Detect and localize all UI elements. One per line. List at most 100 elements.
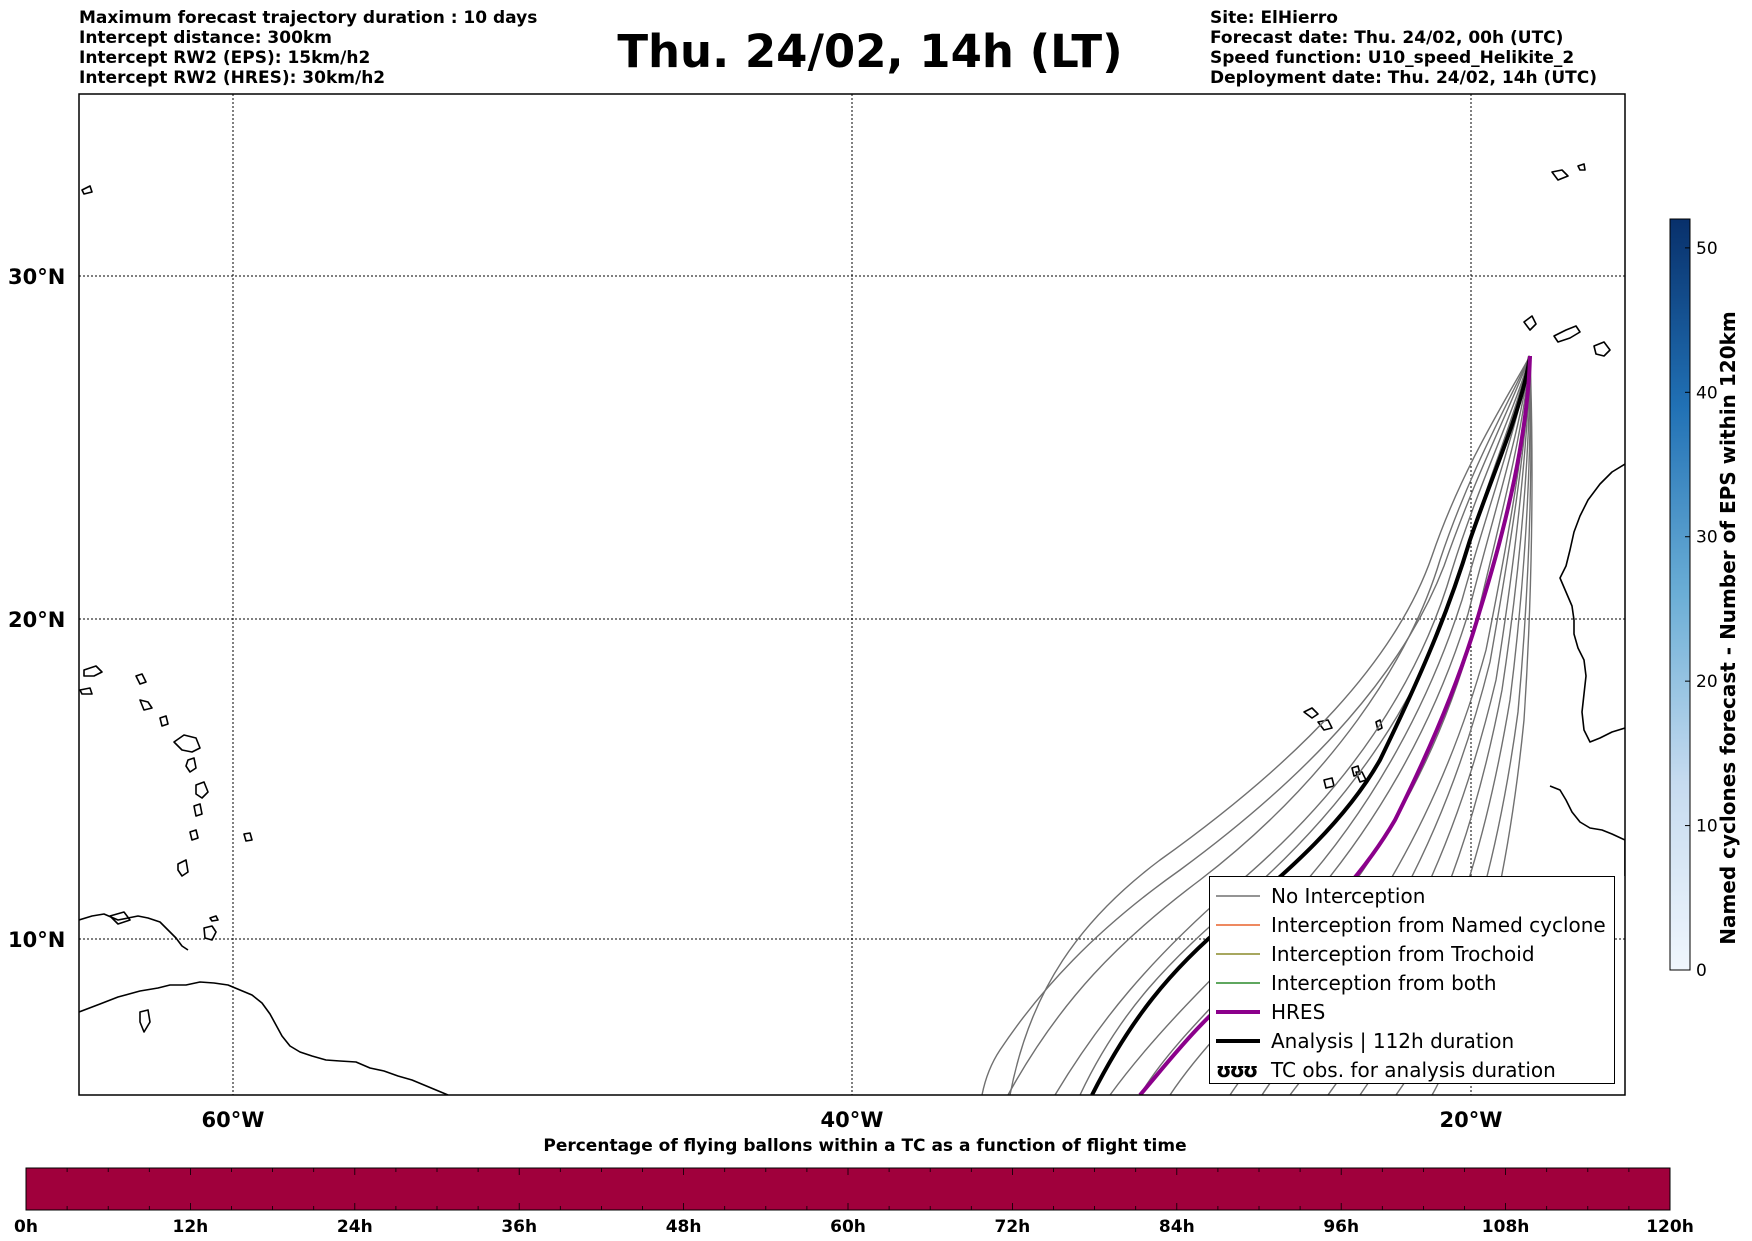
analysis-trajectory (1090, 355, 1532, 1095)
legend-swatch-orange (1216, 923, 1260, 926)
coast-island-small-b (79, 687, 93, 695)
eps-trajectory (1109, 355, 1531, 1095)
tc-obs-icon: ʊʊʊ (1216, 1057, 1258, 1082)
legend-label: Interception from Named cyclone (1271, 912, 1606, 937)
coast-lesser-antilles-1 (173, 734, 201, 753)
colorbar-right-tick-label: 20 (1696, 672, 1718, 692)
coast-island-small-h (81, 185, 93, 195)
lat-label-10n: 10°N (8, 928, 65, 952)
lon-label-40w: 40°W (821, 1108, 884, 1132)
coast-west-africa (1559, 463, 1625, 743)
map-frame (78, 93, 1626, 1096)
eps-trajectory (1009, 355, 1531, 1095)
coast-madeira (1551, 169, 1569, 181)
colorbar-bottom-tick-label: 108h (1482, 1217, 1530, 1237)
legend-item-tc-obs: ʊʊʊ TC obs. for analysis duration (1210, 1055, 1614, 1084)
colorbar-bottom-ticks: 0h 12h 24h 36h 48h 60h 72h 84h 96h 108h 120h (14, 1168, 1694, 1237)
colorbar-bottom: 0h 12h 24h 36h 48h 60h 72h 84h 96h 108h 120h (14, 1167, 1694, 1237)
legend-label: HRES (1271, 999, 1326, 1024)
coastlines (79, 163, 1625, 1095)
colorbar-bottom-tick-label: 24h (337, 1217, 373, 1237)
eps-trajectory (1054, 355, 1531, 1095)
eps-trajectory (1007, 355, 1531, 1095)
colorbar-right-tick-label: 40 (1696, 383, 1718, 403)
legend: No Interception Interception from Named … (1209, 876, 1615, 1084)
colorbar-right-tick-label: 10 (1696, 817, 1718, 837)
colorbar-bottom-tick-label: 72h (995, 1217, 1031, 1237)
info-intercept-eps: Intercept RW2 (EPS): 15km/h2 (79, 48, 371, 68)
coast-venezuela-gulf (79, 913, 189, 951)
coast-capeverde-3 (1375, 719, 1383, 731)
lon-label-60w: 60°W (202, 1108, 265, 1132)
colorbar-bottom-tick-label: 0h (14, 1217, 38, 1237)
figure-title: Thu. 24/02, 14h (LT) (617, 25, 1123, 78)
colorbar-right-tick-label: 50 (1696, 239, 1718, 259)
legend-label: Interception from Trochoid (1271, 941, 1535, 966)
info-intercept-distance: Intercept distance: 300km (79, 28, 332, 48)
legend-swatch-green (1216, 981, 1260, 984)
coast-capeverde-5 (1323, 777, 1335, 789)
colorbar-bottom-tick-label: 60h (830, 1217, 866, 1237)
coast-africa-bulge (1549, 785, 1625, 876)
legend-label: TC obs. for analysis duration (1271, 1057, 1556, 1082)
colorbar-bottom-tick-label: 96h (1323, 1217, 1359, 1237)
coast-south-america (79, 981, 449, 1095)
legend-label: Analysis | 112h duration (1271, 1028, 1515, 1053)
info-max-duration: Maximum forecast trajectory duration : 1… (79, 8, 538, 28)
coast-canary-2 (1553, 325, 1581, 343)
colorbar-right-ticks: 0 10 20 30 40 50 (1685, 239, 1718, 981)
coast-island-small-f (109, 911, 131, 925)
info-speed-function: Speed function: U10_speed_Helikite_2 (1210, 48, 1575, 68)
coast-canary-3 (1593, 341, 1611, 357)
coast-canary-1 (1523, 315, 1537, 331)
coast-island-small-e (159, 715, 169, 727)
coast-lesser-antilles-4 (193, 803, 203, 817)
coast-lesser-antilles-5 (189, 829, 199, 841)
right-info-block: Site: ElHierro Forecast date: Thu. 24/02… (1210, 8, 1597, 88)
lat-label-30n: 30°N (8, 265, 65, 289)
colorbar-right-tick-label: 0 (1696, 961, 1707, 981)
lon-label-20w: 20°W (1440, 1108, 1503, 1132)
legend-item-trochoid: Interception from Trochoid (1210, 939, 1614, 968)
colorbar-right-tick-label: 30 (1696, 528, 1718, 548)
colorbar-right-title: Named cyclones forecast - Number of EPS … (1716, 311, 1740, 945)
colorbar-bottom-tick-label: 120h (1646, 1217, 1694, 1237)
coast-trinidad (203, 925, 217, 941)
legend-label: No Interception (1271, 883, 1426, 908)
coast-island-small-g (139, 1009, 151, 1033)
colorbar-bottom-tick-label: 48h (666, 1217, 702, 1237)
coast-lesser-antilles-3 (195, 781, 209, 799)
coast-capeverde-1 (1303, 707, 1319, 719)
legend-item-both: Interception from both (1210, 968, 1614, 997)
coast-capeverde-6 (1355, 771, 1367, 783)
coast-lesser-antilles-2 (185, 757, 197, 773)
coast-island-small-a (83, 665, 103, 677)
eps-trajectory (981, 355, 1531, 1095)
lat-label-20n: 20°N (8, 608, 65, 632)
info-deployment-date: Deployment date: Thu. 24/02, 14h (UTC) (1210, 68, 1597, 88)
coast-madeira-2 (1577, 163, 1586, 171)
colorbar-bottom-tick-label: 12h (173, 1217, 209, 1237)
legend-item-analysis: Analysis | 112h duration (1210, 1026, 1614, 1055)
coast-tobago (209, 915, 219, 922)
colorbar-bottom-tick-label: 36h (501, 1217, 537, 1237)
info-forecast-date: Forecast date: Thu. 24/02, 00h (UTC) (1210, 28, 1564, 48)
coast-lesser-antilles-6 (177, 859, 189, 877)
legend-swatch-olive (1216, 952, 1260, 955)
legend-swatch-purple (1216, 1009, 1260, 1014)
legend-label: Interception from both (1271, 970, 1497, 995)
colorbar-bottom-title: Percentage of flying ballons within a TC… (543, 1136, 1187, 1156)
left-info-block: Maximum forecast trajectory duration : 1… (79, 8, 537, 88)
colorbar-bottom-tick-label: 84h (1159, 1217, 1195, 1237)
legend-item-no-interception: No Interception (1210, 881, 1614, 910)
coast-island-small-c (135, 673, 147, 685)
legend-swatch-gray (1216, 894, 1260, 897)
legend-item-named-cyclone: Interception from Named cyclone (1210, 910, 1614, 939)
colorbar-right: 0 10 20 30 40 50 (1669, 218, 1718, 981)
colorbar-right-gradient (1669, 218, 1691, 971)
coast-capeverde-4 (1351, 765, 1361, 777)
info-intercept-hres: Intercept RW2 (HRES): 30km/h2 (79, 68, 386, 88)
coast-island-small-d (139, 699, 153, 711)
coast-barbados (243, 832, 253, 842)
